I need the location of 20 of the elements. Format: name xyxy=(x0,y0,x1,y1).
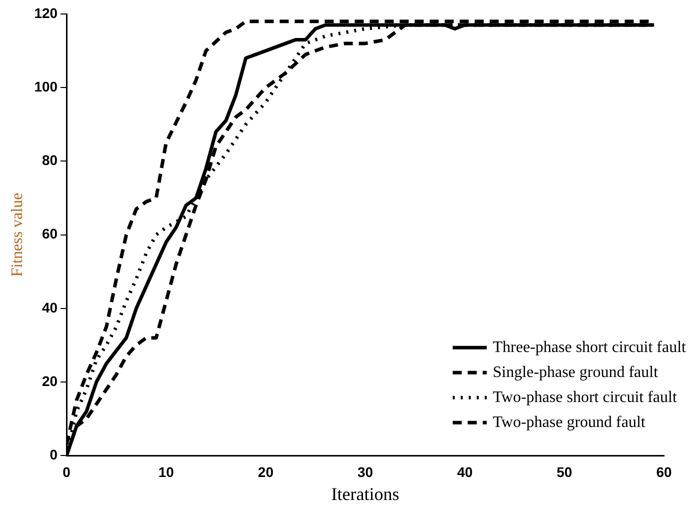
x-tick-label: 10 xyxy=(158,464,174,480)
legend-label: Single-phase ground fault xyxy=(492,364,659,381)
x-tick-label: 50 xyxy=(556,464,572,480)
x-tick-label: 30 xyxy=(357,464,374,480)
x-tick-label: 20 xyxy=(258,464,274,480)
x-axis-title: Iterations xyxy=(331,484,400,504)
legend-label: Two-phase short circuit fault xyxy=(492,388,678,406)
y-tick-label: 20 xyxy=(42,372,58,389)
y-tick-label: 80 xyxy=(42,152,58,168)
legend-label: Three-phase short circuit fault xyxy=(492,338,687,356)
x-tick-label: 40 xyxy=(457,464,473,480)
x-tick-label: 60 xyxy=(656,464,672,480)
y-tick-label: 60 xyxy=(42,226,58,242)
y-axis-title: Fitness value xyxy=(8,192,26,277)
legend-label: Two-phase ground fault xyxy=(492,414,646,431)
y-tick-label: 100 xyxy=(34,78,58,94)
x-tick-label: 0 xyxy=(62,464,71,480)
y-tick-label: 40 xyxy=(42,299,58,316)
y-tick-label: 0 xyxy=(50,446,58,462)
y-tick-label: 120 xyxy=(34,4,58,21)
